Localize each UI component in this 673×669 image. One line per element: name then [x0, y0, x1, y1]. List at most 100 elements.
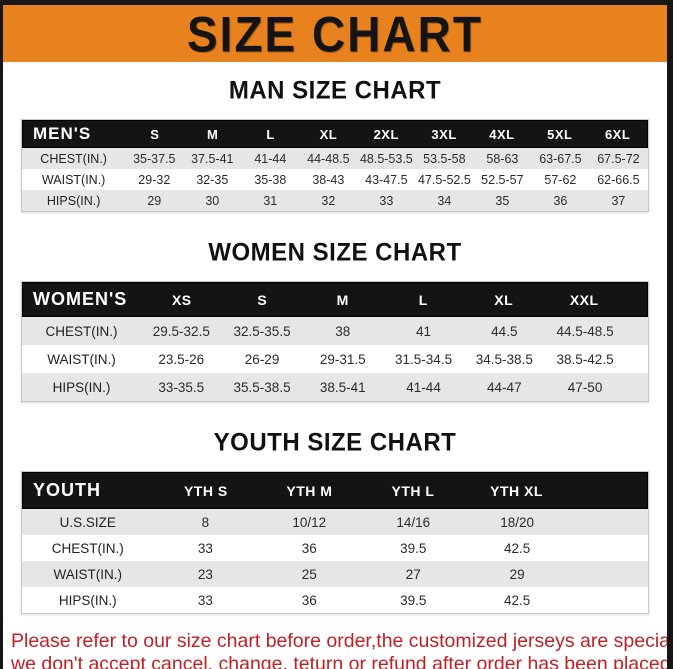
row-label: CHEST(IN.)	[51, 540, 124, 556]
size-header-cell: 5XL	[547, 126, 573, 142]
size-header-cell: S	[257, 291, 268, 308]
value-cell: 23	[197, 566, 213, 582]
value-cell: 31	[263, 193, 278, 208]
youth-size-chart-heading: YOUTH SIZE CHART	[213, 428, 457, 457]
size-header-cell: YTH M	[286, 482, 333, 499]
women-size-chart-heading: WOMEN SIZE CHART	[208, 238, 462, 267]
value-cell: 29	[509, 566, 525, 582]
value-cell: 44-48.5	[307, 151, 350, 166]
table-row: U.S.SIZE 8 10/12 14/16 18/20	[22, 509, 648, 535]
value-cell: 18/20	[500, 514, 535, 530]
table-row: CHEST(IN.) 35-37.5 37.5-41 41-44 44-48.5 48.5…	[22, 148, 648, 169]
value-cell: 43-47.5	[365, 172, 408, 187]
table-title-cell: MEN'S	[33, 124, 92, 143]
value-cell: 35	[495, 193, 510, 208]
table-title-cell: YOUTH	[33, 480, 101, 500]
disclaimer-note: Please refer to our size chart before or…	[11, 630, 667, 669]
banner: SIZE CHART	[3, 5, 667, 62]
size-header-cell: XL	[494, 291, 514, 308]
value-cell: 29	[147, 193, 162, 208]
value-cell: 31.5-34.5	[395, 351, 453, 367]
value-cell: 29-31.5	[319, 351, 366, 367]
table-title-cell: WOMEN'S	[33, 289, 128, 309]
youth-size-table: YOUTH YTH S YTH M YTH L YTH XL U.S.SIZE 8 10/12…	[21, 471, 649, 614]
value-cell: 58-63	[486, 151, 519, 166]
size-header-cell: L	[266, 126, 275, 142]
value-cell: 47.5-52.5	[417, 172, 471, 187]
table-header-row: WOMEN'S XS S M L XL XXL	[22, 282, 648, 317]
size-header-cell: 3XL	[431, 126, 457, 142]
row-label: WAIST(IN.)	[53, 566, 122, 582]
value-cell: 34	[437, 193, 452, 208]
size-header-cell: 6XL	[604, 126, 631, 142]
value-cell: 38.5-42.5	[556, 351, 614, 367]
value-cell: 32-35	[196, 172, 229, 187]
value-cell: 41	[416, 323, 432, 339]
value-cell: 42.5	[503, 592, 531, 608]
value-cell: 25	[301, 566, 317, 582]
table-header-row: MEN'S S M L XL 2XL 3XL 4XL 5XL 6XL	[22, 120, 648, 148]
size-header-cell: YTH S	[183, 482, 228, 499]
value-cell: 34.5-38.5	[475, 351, 533, 367]
value-cell: 30	[205, 193, 220, 208]
value-cell: 29-32	[138, 172, 171, 187]
value-cell: 44-47	[487, 379, 522, 395]
value-cell: 47-50	[567, 379, 603, 395]
table-row: WAIST(IN.) 23 25 27 29	[22, 561, 648, 587]
value-cell: 44.5	[491, 323, 518, 339]
row-label: U.S.SIZE	[59, 514, 116, 530]
value-cell: 52.5-57	[481, 172, 524, 187]
value-cell: 48.5-53.5	[359, 151, 413, 166]
size-header-cell: M	[336, 291, 349, 308]
size-header-cell: 2XL	[373, 126, 399, 142]
size-header-cell: YTH L	[391, 482, 435, 499]
value-cell: 29.5-32.5	[152, 323, 210, 339]
value-cell: 10/12	[292, 514, 327, 530]
men-size-table: MEN'S S M L XL 2XL 3XL 4XL 5XL 6XL CHEST(IN.) 35-37…	[21, 119, 649, 212]
value-cell: 39.5	[400, 592, 427, 608]
table-row: HIPS(IN.) 33-35.5 35.5-38.5 38.5-41 41-44 44-…	[22, 373, 648, 401]
value-cell: 33	[197, 540, 213, 556]
value-cell: 14/16	[396, 514, 431, 530]
value-cell: 23.5-26	[158, 351, 205, 367]
value-cell: 38	[335, 323, 351, 339]
disclaimer-line-1: Please refer to our size chart before or…	[11, 630, 673, 652]
row-label: CHEST(IN.)	[40, 151, 107, 166]
table-row: HIPS(IN.) 29 30 31 32 33 34 35 36 37	[22, 190, 648, 211]
size-header-cell: M	[207, 126, 219, 142]
value-cell: 26-29	[244, 351, 280, 367]
size-header-cell: YTH XL	[490, 482, 543, 499]
value-cell: 37	[611, 193, 626, 208]
value-cell: 8	[201, 514, 210, 530]
value-cell: 37.5-41	[191, 151, 234, 166]
value-cell: 38-43	[312, 172, 345, 187]
value-cell: 41-44	[254, 151, 287, 166]
value-cell: 63-67.5	[539, 151, 582, 166]
women-size-table: WOMEN'S XS S M L XL XXL CHEST(IN.) 29.5-32.5 32.5…	[21, 281, 649, 402]
value-cell: 36	[301, 592, 317, 608]
value-cell: 38.5-41	[319, 379, 366, 395]
value-cell: 67.5-72	[597, 151, 640, 166]
value-cell: 27	[405, 566, 421, 582]
man-size-chart-heading: MAN SIZE CHART	[228, 76, 442, 105]
size-header-cell: XL	[319, 126, 338, 142]
row-label: HIPS(IN.)	[46, 193, 101, 208]
size-header-cell: L	[418, 291, 428, 308]
value-cell: 39.5	[400, 540, 427, 556]
value-cell: 41-44	[406, 379, 441, 395]
table-row: CHEST(IN.) 33 36 39.5 42.5	[22, 535, 648, 561]
value-cell: 33	[197, 592, 213, 608]
value-cell: 53.5-58	[423, 151, 466, 166]
row-label: WAIST(IN.)	[41, 172, 106, 187]
page-title: SIZE CHART	[187, 5, 483, 62]
row-label: WAIST(IN.)	[47, 351, 116, 367]
value-cell: 62-66.5	[597, 172, 640, 187]
size-header-cell: 4XL	[489, 126, 515, 142]
value-cell: 36	[553, 193, 568, 208]
row-label: HIPS(IN.)	[58, 592, 117, 608]
table-header-row: YOUTH YTH S YTH M YTH L YTH XL	[22, 472, 648, 509]
row-label: HIPS(IN.)	[52, 379, 111, 395]
value-cell: 57-62	[544, 172, 577, 187]
size-header-cell: S	[150, 126, 160, 142]
